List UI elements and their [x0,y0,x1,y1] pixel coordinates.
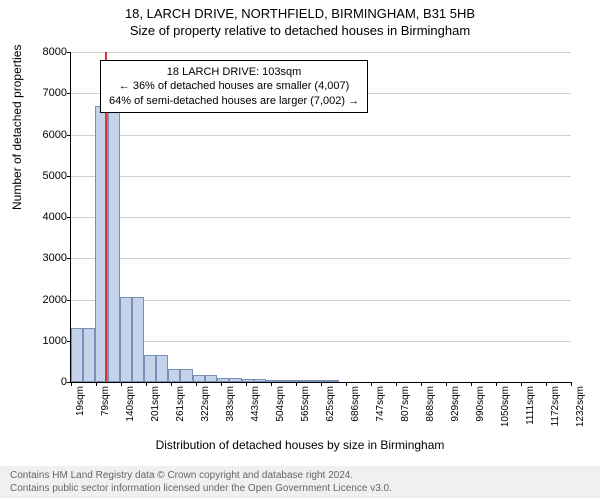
x-tick-mark [496,382,497,386]
y-tick-label: 0 [27,376,67,388]
x-tick-mark [446,382,447,386]
x-tick-mark [321,382,322,386]
x-tick-label: 990sqm [475,386,486,436]
y-tick-label: 8000 [27,46,67,58]
annotation-box: 18 LARCH DRIVE: 103sqm ← 36% of detached… [100,60,368,113]
x-tick-mark [346,382,347,386]
x-tick-label: 19sqm [75,386,86,436]
x-tick-label: 565sqm [300,386,311,436]
x-tick-label: 201sqm [150,386,161,436]
y-tick-label: 2000 [27,294,67,306]
x-tick-mark [546,382,547,386]
x-tick-label: 929sqm [450,386,461,436]
x-tick-mark [396,382,397,386]
x-tick-label: 868sqm [425,386,436,436]
histogram-bar [132,297,144,382]
x-tick-label: 1050sqm [500,386,511,436]
chart-container: 18, LARCH DRIVE, NORTHFIELD, BIRMINGHAM,… [0,0,600,500]
histogram-bar [303,380,315,382]
x-tick-mark [146,382,147,386]
y-tick-label: 7000 [27,87,67,99]
footer: Contains HM Land Registry data © Crown c… [0,466,600,498]
y-tick-mark [67,300,71,301]
chart-title-line1: 18, LARCH DRIVE, NORTHFIELD, BIRMINGHAM,… [0,0,600,21]
histogram-bar [278,380,290,382]
x-tick-mark [421,382,422,386]
x-tick-mark [121,382,122,386]
y-tick-label: 3000 [27,252,67,264]
gridline [71,258,571,259]
x-tick-mark [296,382,297,386]
x-tick-label: 140sqm [125,386,136,436]
x-tick-label: 807sqm [400,386,411,436]
x-tick-label: 322sqm [200,386,211,436]
histogram-bar [144,355,156,382]
y-tick-label: 1000 [27,335,67,347]
x-tick-mark [571,382,572,386]
histogram-bar [83,328,95,382]
x-tick-label: 747sqm [375,386,386,436]
y-tick-mark [67,93,71,94]
x-tick-label: 504sqm [275,386,286,436]
chart-title-line2: Size of property relative to detached ho… [0,21,600,38]
x-axis-title: Distribution of detached houses by size … [0,438,600,452]
y-tick-mark [67,135,71,136]
y-tick-mark [67,52,71,53]
histogram-bar [205,375,217,382]
annotation-line2: ← 36% of detached houses are smaller (4,… [109,79,359,93]
histogram-bar [242,379,254,382]
y-tick-label: 4000 [27,211,67,223]
x-tick-label: 1111sqm [525,386,536,436]
histogram-bar [156,355,168,382]
gridline [71,341,571,342]
annotation-line3: 64% of semi-detached houses are larger (… [109,94,359,108]
y-tick-mark [67,217,71,218]
histogram-bar [71,328,83,382]
histogram-bar [108,110,120,382]
x-tick-label: 79sqm [100,386,111,436]
x-tick-mark [196,382,197,386]
histogram-bar [217,378,229,382]
gridline [71,300,571,301]
x-tick-mark [246,382,247,386]
x-tick-mark [271,382,272,386]
x-tick-mark [171,382,172,386]
x-tick-label: 443sqm [250,386,261,436]
annotation-line1: 18 LARCH DRIVE: 103sqm [109,65,359,79]
gridline [71,52,571,53]
histogram-bar [229,378,241,382]
gridline [71,135,571,136]
x-tick-mark [521,382,522,386]
y-tick-mark [67,258,71,259]
histogram-bar [254,379,266,382]
histogram-bar [180,369,192,382]
histogram-bar [193,375,205,382]
x-tick-label: 686sqm [350,386,361,436]
histogram-bar [168,369,180,382]
gridline [71,217,571,218]
y-tick-label: 6000 [27,129,67,141]
x-tick-label: 1232sqm [575,386,586,436]
x-tick-mark [371,382,372,386]
x-tick-label: 261sqm [175,386,186,436]
x-tick-label: 383sqm [225,386,236,436]
histogram-bar [266,380,278,382]
x-tick-mark [471,382,472,386]
x-tick-label: 625sqm [325,386,336,436]
x-tick-mark [96,382,97,386]
x-tick-label: 1172sqm [550,386,561,436]
footer-line2: Contains public sector information licen… [10,482,600,495]
x-tick-mark [71,382,72,386]
y-tick-mark [67,176,71,177]
y-tick-label: 5000 [27,170,67,182]
histogram-bar [327,380,339,382]
gridline [71,176,571,177]
x-tick-mark [221,382,222,386]
footer-line1: Contains HM Land Registry data © Crown c… [10,469,600,482]
y-axis-title: Number of detached properties [10,45,24,210]
histogram-bar [120,297,132,382]
